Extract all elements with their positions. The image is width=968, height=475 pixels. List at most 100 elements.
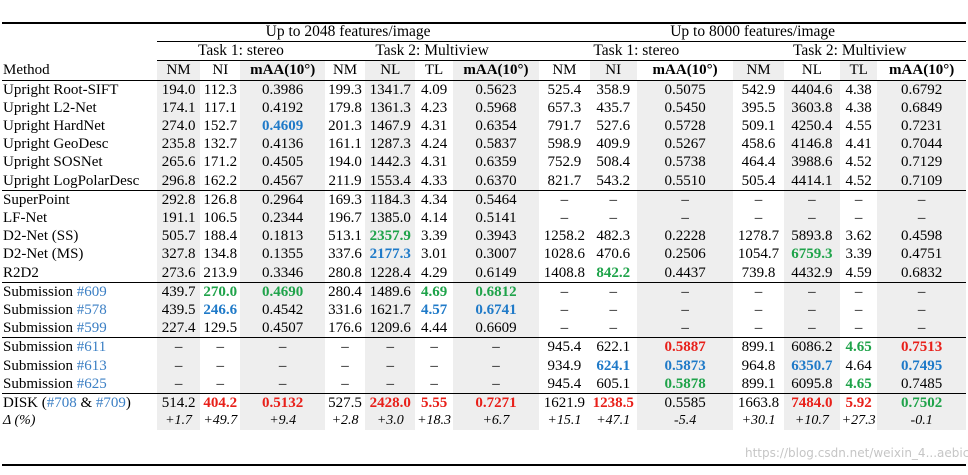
method-cell: Upright L2-Net — [2, 99, 157, 117]
table-cell: 199.3 — [324, 79, 366, 99]
method-name: Upright Root-SIFT — [3, 81, 119, 98]
table-cell: 0.4598 — [877, 227, 966, 246]
table-cell: – — [341, 357, 349, 374]
table-row: Δ (%) +1.7 +49.7 +9.4 +2.8 +3.0 +18.3 +6.7 +15.1… — [2, 412, 966, 431]
submission-link[interactable]: #599 — [76, 320, 107, 337]
table-cell: 3.01 — [420, 246, 448, 263]
table-cell: 0.5728 — [636, 116, 734, 136]
table-cell: 129.5 — [203, 320, 238, 337]
table-body: Upright Root-SIFT 194.0 112.3 0.3986 199.3 13… — [2, 79, 966, 431]
table-cell: -5.4 — [636, 412, 734, 431]
table-cell: – — [200, 337, 241, 357]
table-cell: 514.2 — [156, 393, 201, 413]
table-cell: 331.6 — [328, 302, 362, 318]
submission-link[interactable]: #709 — [95, 395, 126, 412]
method-name: R2D2 — [3, 264, 39, 281]
submission-link[interactable]: #625 — [76, 375, 107, 392]
method-tail: ) — [125, 395, 131, 412]
method-cell: Upright LogPolarDesc — [2, 172, 157, 191]
table-row: Upright HardNet 274.0 152.7 0.4609 201.3 1467… — [2, 116, 966, 136]
table-cell: 4404.6 — [783, 79, 841, 99]
table-cell: +18.3 — [417, 413, 452, 429]
table-cell: 0.7485 — [877, 374, 966, 394]
header-group-2048: Up to 2048 features/image — [156, 23, 540, 43]
table-cell: 161.1 — [328, 136, 362, 153]
table-cell: 327.8 — [156, 245, 201, 264]
method-cell: R2D2 — [2, 264, 157, 283]
table-cell: 0.5837 — [452, 135, 540, 154]
table-cell: – — [365, 337, 416, 357]
table-cell: 4250.4 — [783, 116, 841, 136]
table-row: Submission #609 439.7 270.0 0.4690 280.4 1489… — [2, 281, 966, 301]
col-ni: NI — [212, 62, 229, 79]
table-cell: 280.8 — [328, 264, 362, 281]
table-cell: +9.4 — [240, 412, 325, 431]
method-cell: Upright HardNet — [2, 117, 157, 135]
table-cell: – — [156, 337, 201, 357]
table-cell: 270.0 — [200, 281, 241, 301]
table-cell: – — [539, 189, 590, 209]
table-row: D2-Net (SS) 505.7 188.4 0.1813 513.1 2357.9 3.… — [2, 227, 966, 246]
table-cell: +1.7 — [156, 412, 201, 431]
submission-link[interactable]: #609 — [76, 283, 107, 300]
table-cell: 4.64 — [845, 357, 872, 374]
table-row: SuperPoint 292.8 126.8 0.2964 169.3 1184.3 4.3… — [2, 189, 966, 209]
table-cell: 126.8 — [200, 189, 241, 209]
table-cell: 4.34 — [415, 189, 453, 209]
table-cell: – — [560, 320, 569, 337]
submission-link[interactable]: #578 — [76, 302, 107, 318]
table-cell: – — [609, 302, 617, 318]
table-cell: 0.6149 — [452, 263, 540, 283]
header-row-tasks: Task 1: stereo Task 2: Multiview Task 1:… — [2, 41, 966, 62]
table-cell: – — [877, 301, 966, 320]
table-row: R2D2 273.6 213.9 0.3346 280.8 1228.4 4.29 0.614… — [2, 263, 966, 283]
table-cell: 4.38 — [845, 99, 872, 116]
submission-link[interactable]: #611 — [76, 339, 107, 356]
table-cell: 0.2506 — [636, 245, 734, 264]
table-cell: 0.7502 — [877, 393, 966, 413]
table-cell: 1184.3 — [365, 189, 416, 209]
table-cell: 3603.8 — [783, 98, 841, 117]
table-cell: 1258.2 — [543, 228, 586, 245]
table-row: Submission #611– – – – – – –945.4 622.1 0.5887 89… — [2, 337, 966, 357]
table-cell: 213.9 — [203, 264, 238, 281]
table-cell: 2428.0 — [365, 393, 416, 413]
method-name: D2-Net (MS) — [3, 246, 84, 263]
table-cell: 0.7109 — [877, 171, 966, 191]
method-name: SuperPoint — [3, 191, 70, 208]
method-cell: Upright SOSNet — [2, 153, 157, 171]
table-cell: – — [415, 337, 453, 357]
table-cell: 4.65 — [845, 375, 872, 392]
table-cell: 0.4690 — [240, 281, 325, 301]
submission-link[interactable]: #708 — [46, 395, 77, 412]
table-row: Submission #625– – – – – – –945.4 605.1 0.5878 89… — [2, 374, 966, 394]
table-cell: – — [560, 209, 569, 226]
table-row: Submission #578 439.5 246.6 0.4542 331.6 1621… — [2, 301, 966, 320]
method-cell: Submission #613 — [2, 357, 157, 375]
table-cell: 945.4 — [539, 337, 590, 357]
table-cell: 4.14 — [420, 209, 448, 226]
table-cell: 4.38 — [840, 79, 878, 99]
table-cell: – — [854, 209, 863, 226]
table-cell: 1238.5 — [589, 393, 637, 413]
table-cell: – — [733, 189, 784, 209]
table-cell: 1442.3 — [365, 153, 416, 172]
table-cell: 132.7 — [203, 136, 238, 153]
table-cell: 0.3986 — [240, 79, 325, 99]
table-cell: 1054.7 — [737, 246, 780, 263]
table-cell: 0.4609 — [240, 116, 325, 136]
table-cell: – — [854, 320, 863, 337]
header-row-groups: Up to 2048 features/image Up to 8000 fea… — [2, 23, 966, 43]
table-cell: – — [589, 281, 637, 301]
table-cell: 0.7495 — [877, 356, 966, 375]
submission-link[interactable]: #613 — [76, 357, 107, 374]
method-cell: Submission #578 — [2, 301, 157, 319]
table-cell: 4.52 — [845, 154, 872, 171]
table-cell: 5893.8 — [783, 227, 841, 246]
table-cell: +47.1 — [596, 413, 631, 429]
table-cell: 543.2 — [596, 172, 631, 189]
table-cell: 404.2 — [200, 393, 241, 413]
table-cell: 1489.6 — [365, 281, 416, 301]
table-cell: – — [430, 357, 438, 374]
table-cell: 112.3 — [200, 79, 241, 99]
